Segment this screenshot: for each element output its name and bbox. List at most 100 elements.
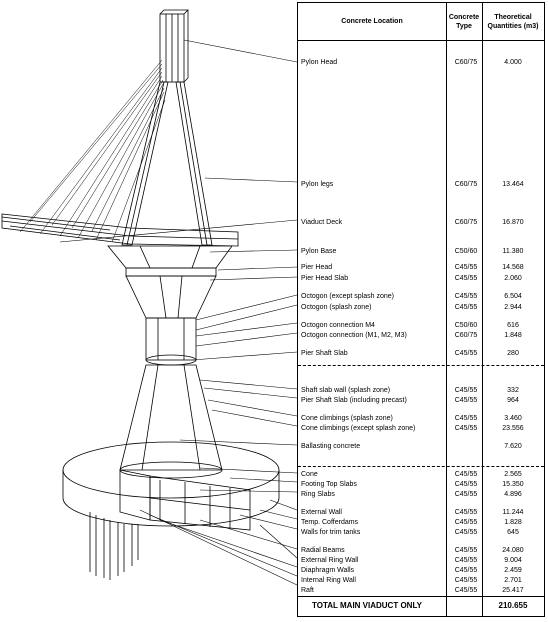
pylon-head-drawing: [159, 9, 189, 83]
row-type: C60/75: [454, 332, 478, 339]
row-quantity: 4.000: [504, 59, 522, 66]
row-quantity: 11.244: [502, 509, 524, 516]
row-location: Viaduct Deck: [301, 219, 343, 226]
row-type: C45/55: [454, 293, 478, 300]
row-location: Ballasting concrete: [301, 443, 361, 450]
table-row: External Wall C45/55 11.244: [298, 508, 544, 518]
row-type: C50/60: [454, 248, 478, 255]
row-location: Cone: [301, 471, 318, 478]
row-quantity: 645: [507, 529, 519, 536]
row-location: Pier Head Slab: [301, 275, 349, 282]
row-type: C45/55: [454, 397, 478, 404]
row-quantity: 9.004: [504, 557, 522, 564]
row-quantity: 16.870: [502, 219, 524, 226]
row-location: Pylon legs: [301, 181, 334, 188]
row-location: Raft: [301, 587, 314, 594]
row-quantity: 2.459: [504, 567, 522, 574]
row-quantity: 1.848: [504, 332, 522, 339]
row-quantity: 1.828: [504, 519, 522, 526]
row-quantity: 13.464: [502, 181, 524, 188]
table-row: Viaduct Deck C60/75 16.870: [298, 218, 544, 228]
row-type: C45/55: [454, 264, 478, 271]
viaduct-deck-drawing: [1, 213, 239, 247]
row-location: External Ring Wall: [301, 557, 359, 564]
row-quantity: 25.417: [502, 587, 524, 594]
row-location: Radial Beams: [301, 547, 345, 554]
octogon-drawing: [145, 317, 197, 366]
row-quantity: 964: [507, 397, 519, 404]
row-type: C45/55: [454, 547, 478, 554]
row-quantity: 11.380: [502, 248, 524, 255]
row-location: Pier Shaft Slab (including precast): [301, 397, 407, 404]
row-type: C45/55: [454, 567, 478, 574]
row-type: C45/55: [454, 509, 478, 516]
row-type: C45/55: [454, 557, 478, 564]
table-row: Ring Slabs C45/55 4.896: [298, 490, 544, 500]
stay-cables-drawing: [19, 59, 166, 243]
leader-lines: [59, 39, 298, 586]
row-location: Pier Head: [301, 264, 333, 271]
row-type: C45/55: [454, 519, 478, 526]
total-label: TOTAL MAIN VIADUCT ONLY: [312, 601, 422, 610]
row-type: C45/55: [454, 304, 478, 311]
row-type: C60/75: [454, 59, 478, 66]
row-type: C45/55: [454, 350, 478, 357]
row-location: Temp. Cofferdams: [301, 519, 359, 526]
table-row: Pylon Head C60/75 4.000: [298, 58, 544, 68]
row-location: Footing Top Slabs: [301, 481, 357, 488]
row-type: C60/75: [454, 219, 478, 226]
row-type: C45/55: [454, 387, 478, 394]
table-row: Octogon connection M4 C50/60 616: [298, 321, 544, 331]
row-quantity: 7.620: [504, 443, 522, 450]
row-location: External Wall: [301, 509, 342, 516]
row-location: Pylon Head: [301, 59, 338, 66]
concrete-quantities-table: Concrete Location Concrete Type Theoreti…: [297, 2, 545, 617]
row-type: C50/60: [454, 322, 478, 329]
table-row: Pylon Base C50/60 11.380: [298, 247, 544, 257]
row-location: Internal Ring Wall: [301, 577, 356, 584]
row-type: C45/55: [454, 471, 478, 478]
row-type: C45/55: [454, 587, 478, 594]
row-location: Octogon connection M4: [301, 322, 375, 329]
pylon-pier-illustration: [1, 9, 298, 586]
pier-head-drawing: [107, 245, 233, 319]
row-location: Octogon (except splash zone): [301, 293, 394, 300]
row-location: Pylon Base: [301, 248, 337, 255]
row-type: C45/55: [454, 415, 478, 422]
table-row: Octogon (except splash zone) C45/55 6.504: [298, 292, 544, 302]
table-row: Cone climbings (splash zone) C45/55 3.460: [298, 414, 544, 424]
table-row: Pylon legs C60/75 13.464: [298, 180, 544, 190]
row-quantity: 332: [507, 387, 519, 394]
table-row: Radial Beams C45/55 24.080: [298, 546, 544, 556]
header-location: Concrete Location: [341, 18, 403, 25]
row-quantity: 24.080: [502, 547, 524, 554]
total-row: TOTAL MAIN VIADUCT ONLY 210.655: [298, 596, 544, 616]
header-type: Concrete Type: [448, 13, 480, 30]
row-type: C45/55: [454, 275, 478, 282]
row-quantity: 23.556: [502, 425, 524, 432]
pylon-legs-drawing: [121, 81, 213, 246]
table-row: Diaphragm Walls C45/55 2.459: [298, 566, 544, 576]
table-row: Temp. Cofferdams C45/55 1.828: [298, 518, 544, 528]
table-row: Ballasting concrete 7.620: [298, 442, 544, 452]
row-type: C45/55: [454, 529, 478, 536]
row-quantity: 15.350: [502, 481, 524, 488]
row-quantity: 6.504: [504, 293, 522, 300]
row-location: Cone climbings (except splash zone): [301, 425, 416, 432]
row-quantity: 14.568: [502, 264, 524, 271]
header-quantity: Theoretical Quantities (m3): [487, 13, 539, 30]
table-row: Pier Shaft Slab C45/55 280: [298, 349, 544, 359]
row-quantity: 2.944: [504, 304, 522, 311]
row-quantity: 2.060: [504, 275, 522, 282]
table-row: Cone C45/55 2.565: [298, 470, 544, 480]
row-location: Octogon connection (M1, M2, M3): [301, 332, 407, 339]
table-row: Cone climbings (except splash zone) C45/5…: [298, 424, 544, 434]
row-quantity: 2.701: [504, 577, 522, 584]
table-row: External Ring Wall C45/55 9.004: [298, 556, 544, 566]
table-row: Pier Head Slab C45/55 2.060: [298, 274, 544, 284]
row-quantity: 4.896: [504, 491, 522, 498]
row-quantity: 616: [507, 322, 519, 329]
total-value: 210.655: [498, 601, 528, 610]
row-location: Shaft slab wall (splash zone): [301, 387, 391, 394]
table-row: Octogon connection (M1, M2, M3) C60/75 1.8…: [298, 331, 544, 341]
